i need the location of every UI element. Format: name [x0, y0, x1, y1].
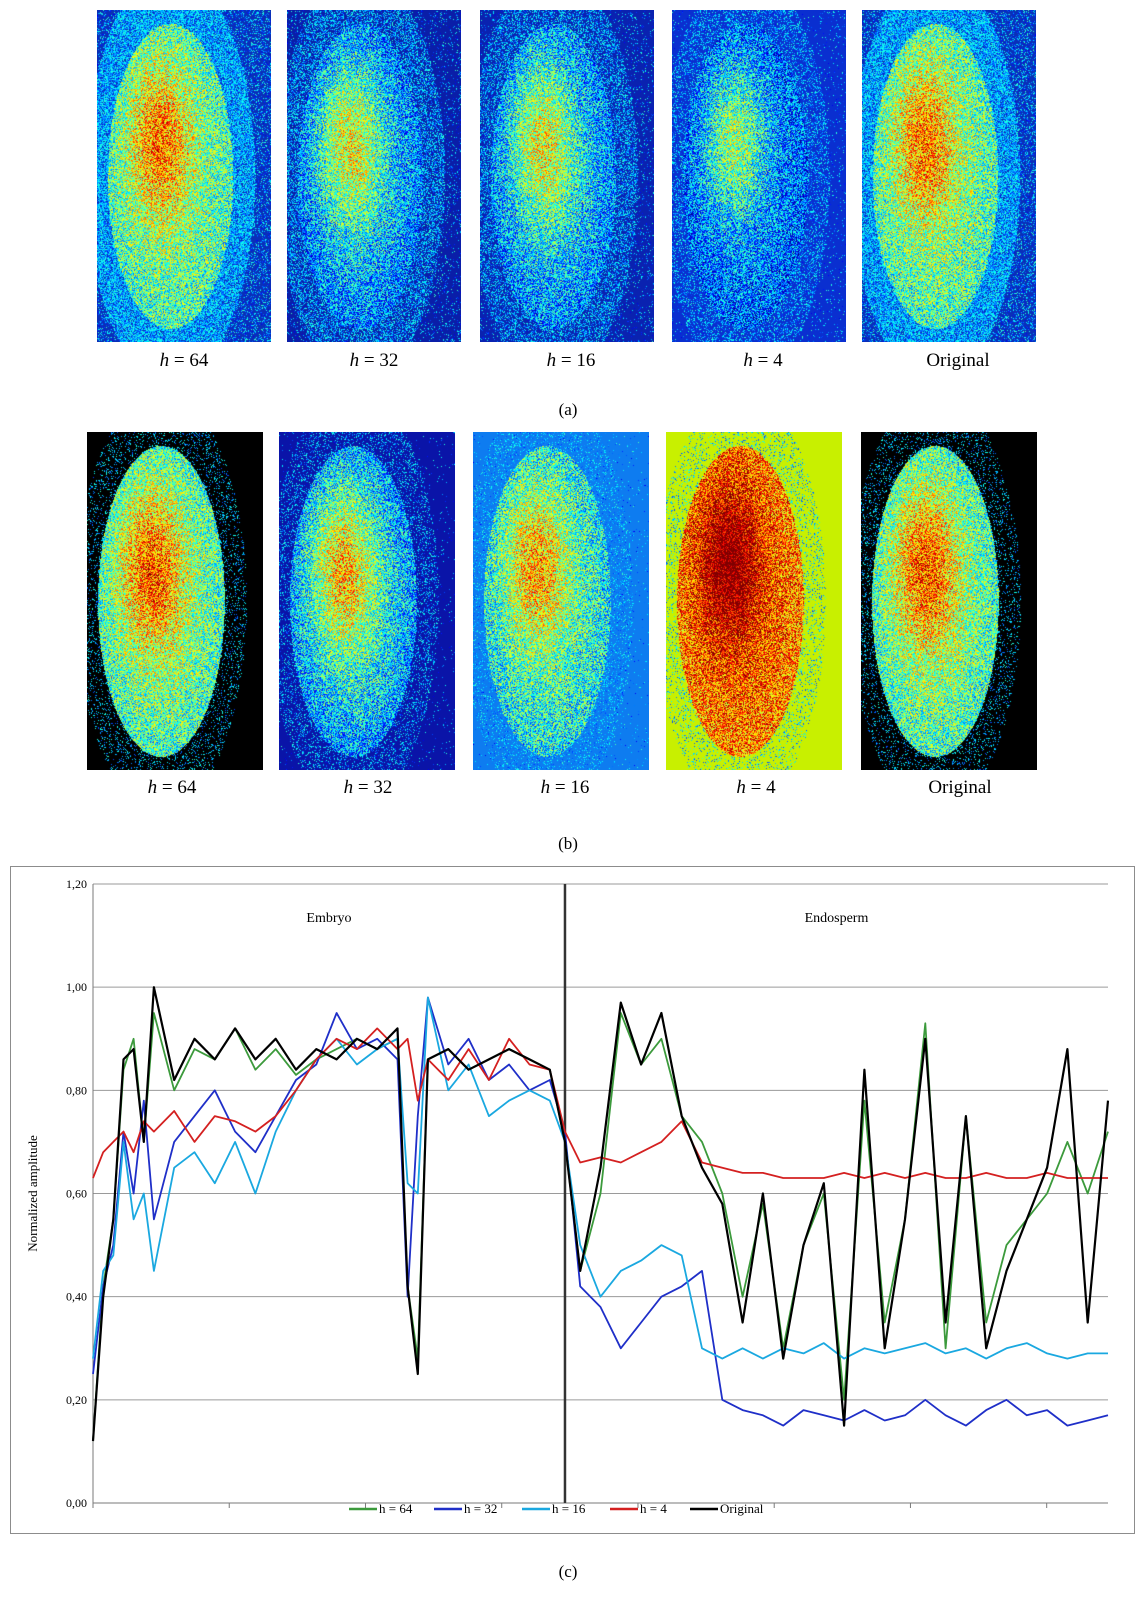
image-b-h32 [279, 432, 455, 770]
y-tick-label: 0,80 [66, 1083, 87, 1097]
image-a-original [862, 10, 1036, 342]
y-axis-label: Normalized amplitude [25, 1135, 40, 1252]
caption-b-h4: h = 4 [736, 777, 776, 798]
y-tick-label: 0,60 [66, 1187, 87, 1201]
image-a-h4 [672, 10, 846, 342]
subfigure-label-b: (b) [558, 834, 578, 853]
region-label: Embryo [306, 911, 351, 926]
subfigure-label-c: (c) [558, 1562, 578, 1581]
y-tick-label: 0,00 [66, 1496, 87, 1510]
caption-b-original: Original [928, 777, 992, 798]
legend-entry: h = 64 [379, 1501, 413, 1516]
image-b-h64 [87, 432, 263, 770]
image-a-h16 [480, 10, 654, 342]
series-line [91, 986, 1110, 1442]
image-b-h4 [666, 432, 842, 770]
y-tick-label: 1,20 [66, 877, 87, 891]
image-b-original [861, 432, 1037, 770]
legend-entry: h = 4 [640, 1501, 667, 1516]
legend-entry: Original [720, 1501, 764, 1516]
image-a-h64 [97, 10, 271, 342]
image-a-h32 [287, 10, 461, 342]
y-tick-label: 1,00 [66, 980, 87, 994]
y-tick-label: 0,20 [66, 1393, 87, 1407]
chart-frame: 0,00 0,20 0,40 0,60 0,80 1,00 1,20 Normalized a… [10, 866, 1135, 1534]
amplitude-line-chart: 0,00 0,20 0,40 0,60 0,80 1,00 1,20 Normalized a… [25, 877, 1110, 1516]
caption-b-h64: h = 64 [147, 777, 197, 798]
legend-entry: h = 32 [464, 1501, 497, 1516]
subfigure-label-a: (a) [558, 400, 578, 419]
caption-b-h16: h = 16 [540, 777, 590, 798]
image-b-h16 [473, 432, 649, 770]
caption-a-h32: h = 32 [349, 350, 399, 371]
caption-a-h64: h = 64 [159, 350, 209, 371]
caption-b-h32: h = 32 [343, 777, 393, 798]
caption-a-h4: h = 4 [743, 350, 783, 371]
y-tick-label: 0,40 [66, 1290, 87, 1304]
legend-entry: h = 16 [552, 1501, 586, 1516]
region-label: Endosperm [805, 911, 869, 926]
caption-a-h16: h = 16 [546, 350, 596, 371]
series-line [92, 996, 1108, 1360]
caption-a-original: Original [926, 350, 990, 371]
